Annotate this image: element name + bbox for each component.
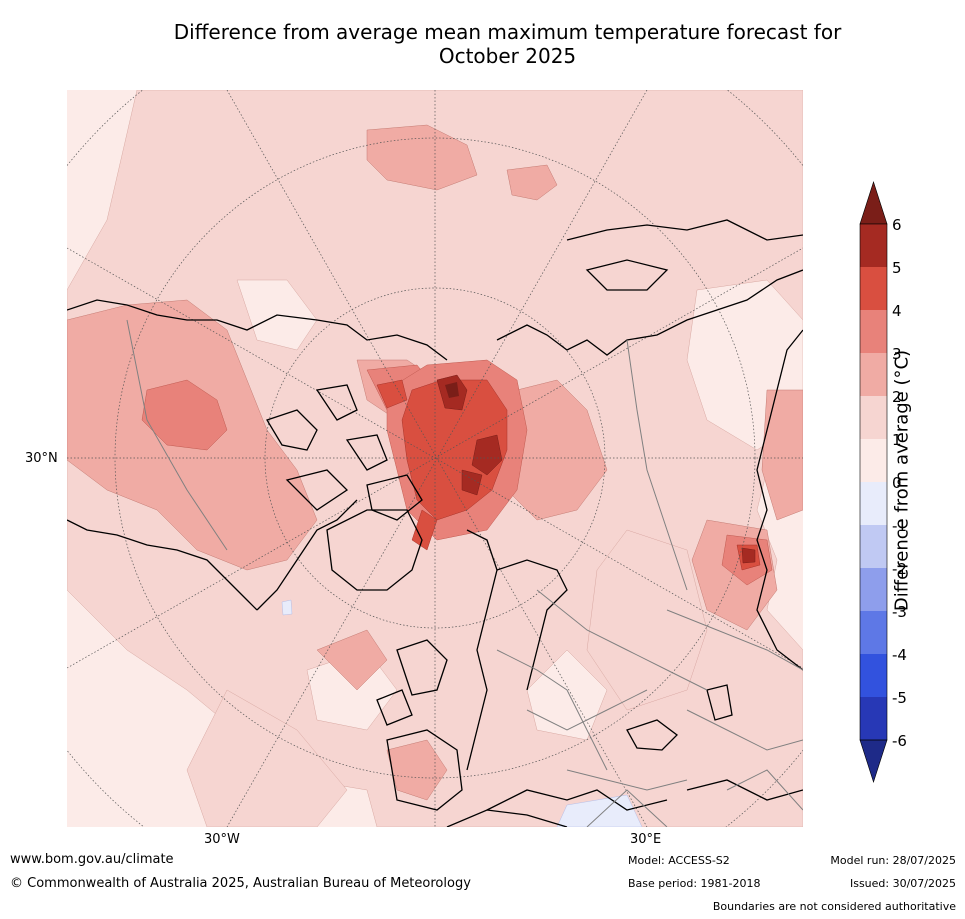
- colorbar-tick-label: -3: [892, 603, 907, 621]
- colorbar-band: [860, 353, 887, 396]
- coastlines: [67, 219, 803, 827]
- footer-website[interactable]: www.bom.gov.au/climate: [10, 852, 174, 867]
- colorbar-band: [860, 310, 887, 353]
- colorbar-band: [860, 654, 887, 697]
- colorbar-band: [860, 267, 887, 310]
- colorbar-tick-label: 2: [892, 388, 902, 406]
- colorbar-tick-label: 3: [892, 345, 902, 363]
- forecast-map: [67, 90, 803, 827]
- colorbar-band: [860, 439, 887, 482]
- colorbar-band: [860, 396, 887, 439]
- colorbar-ticks: 6 5 4 3 2 1 0 -1 -2 -3 -4 -5 -6: [892, 216, 907, 750]
- footer-model-run: Model run: 28/07/2025: [830, 854, 956, 867]
- colorbar-tick-label: -1: [892, 517, 907, 535]
- colorbar-band: [860, 568, 887, 611]
- colorbar-frame: [859, 223, 888, 741]
- colorbar-under-arrow: [859, 739, 888, 783]
- title-line-2: October 2025: [438, 44, 577, 68]
- colorbar-tick-label: 6: [892, 216, 902, 234]
- lat-label-30n: 30°N: [25, 451, 58, 466]
- colorbar-band: [860, 482, 887, 525]
- anomaly-band-negative: [281, 599, 643, 827]
- footer-issued: Issued: 30/07/2025: [849, 877, 956, 890]
- lon-label-30e: 30°E: [630, 832, 662, 847]
- country-borders: [126, 319, 803, 827]
- footer-disclaimer: Boundaries are not considered authoritat…: [712, 900, 956, 913]
- footer-base-period: Base period: 1981-2018: [628, 877, 761, 890]
- colorbar-over-arrow: [859, 181, 888, 225]
- lon-label-30w: 30°W: [204, 832, 240, 847]
- anomaly-band-over-6: [445, 382, 459, 398]
- colorbar-bands: [859, 181, 888, 783]
- colorbar-tick-label: 4: [892, 302, 902, 320]
- colorbar-tick-label: -2: [892, 560, 907, 578]
- graticule: [67, 90, 803, 827]
- colorbar-tick-label: 5: [892, 259, 902, 277]
- title-line-1: Difference from average mean maximum tem…: [173, 20, 842, 44]
- colorbar-band: [860, 697, 887, 740]
- colorbar-tick-label: -5: [892, 689, 907, 707]
- colorbar-tick-label: -6: [892, 732, 907, 750]
- colorbar-tick-label: 1: [892, 431, 902, 449]
- colorbar: 6 5 4 3 2 1 0 -1 -2 -3 -4 -5 -6: [859, 181, 907, 783]
- colorbar-band: [860, 611, 887, 654]
- colorbar-tick-label: 0: [892, 474, 902, 492]
- chart-title: Difference from average mean maximum tem…: [0, 20, 965, 68]
- colorbar-tick-label: -4: [892, 646, 907, 664]
- colorbar-title: Difference from average (°C): [891, 349, 913, 612]
- colorbar-band: [860, 224, 887, 267]
- footer-copyright: © Commonwealth of Australia 2025, Austra…: [10, 876, 471, 891]
- footer-model: Model: ACCESS-S2: [628, 854, 730, 867]
- colorbar-band: [860, 525, 887, 568]
